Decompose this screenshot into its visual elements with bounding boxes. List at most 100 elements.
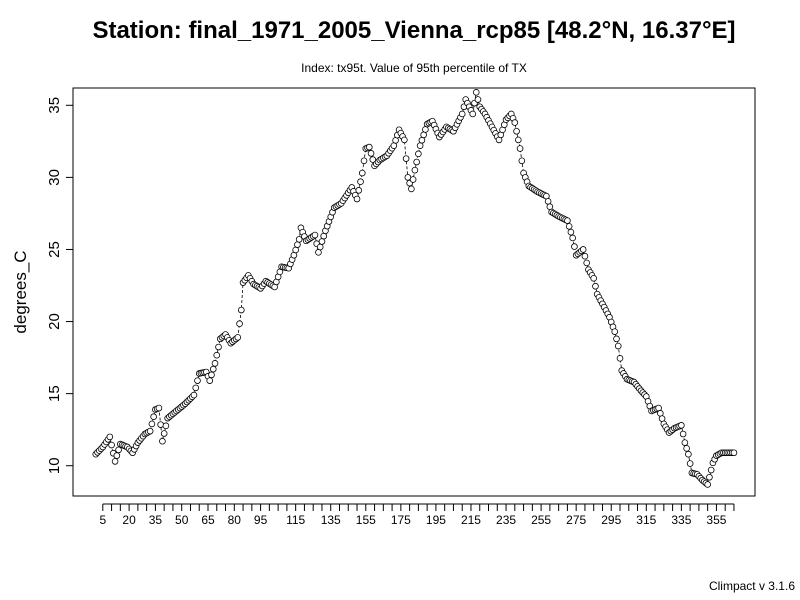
data-point (157, 421, 164, 428)
data-point (469, 110, 477, 118)
data-point (358, 169, 366, 177)
data-point (678, 422, 685, 429)
data-point (571, 243, 578, 250)
chart-title: Station: final_1971_2005_Vienna_rcp85 [4… (92, 17, 735, 44)
data-point (192, 384, 200, 392)
data-point (592, 282, 599, 290)
x-tick-label: 355 (706, 513, 726, 527)
data-point (162, 422, 170, 430)
x-tick-label: 35 (149, 513, 163, 527)
data-point (679, 430, 687, 438)
data-point (355, 187, 363, 194)
data-point (515, 136, 522, 144)
data-point (613, 335, 620, 343)
data-point (357, 178, 364, 186)
x-tick-label: 65 (201, 513, 215, 527)
y-tick-label: 10 (46, 457, 63, 474)
data-point (234, 334, 242, 341)
data-point (513, 127, 520, 135)
x-tick-label: 275 (566, 513, 586, 527)
data-point (581, 252, 589, 260)
data-point (474, 96, 482, 103)
x-tick-label: 195 (426, 513, 446, 527)
data-point (564, 217, 571, 224)
x-tick-label: 175 (391, 513, 411, 527)
data-point (115, 446, 122, 454)
data-point (316, 243, 324, 251)
y-tick-label: 15 (46, 385, 63, 402)
data-point (236, 320, 243, 328)
x-tick-label: 315 (636, 513, 656, 527)
data-point (611, 328, 619, 335)
x-tick-label: 215 (461, 513, 481, 527)
data-point (420, 131, 427, 139)
data-point (458, 110, 466, 118)
data-point (150, 413, 157, 421)
data-point (516, 145, 524, 152)
data-point (402, 155, 410, 162)
x-tick-label: 5 (99, 513, 106, 527)
x-tick-label: 255 (531, 513, 551, 527)
data-point (367, 150, 375, 157)
data-point (415, 150, 422, 158)
data-point (408, 185, 415, 193)
data-point (686, 460, 694, 467)
data-point (418, 136, 426, 144)
y-tick-label: 35 (46, 97, 63, 114)
data-point (320, 232, 328, 240)
data-point (215, 343, 222, 351)
data-point (472, 89, 480, 96)
data-point (706, 473, 713, 481)
data-point (106, 433, 114, 441)
x-tick-label: 135 (321, 513, 341, 527)
data-point (311, 231, 319, 239)
data-point (318, 238, 326, 245)
data-point (411, 166, 419, 174)
x-axis: 5 20 35 50 65 80 95 115 135 155 175 195 215 235 255 275… (99, 503, 735, 527)
data-point (111, 458, 119, 465)
data-point (159, 437, 166, 445)
data-point (409, 176, 417, 183)
data-point (704, 481, 711, 488)
y-tick-label: 25 (46, 241, 63, 258)
data-point (315, 249, 322, 256)
data-point (190, 391, 198, 399)
data-point (211, 360, 219, 367)
data-point (401, 136, 408, 144)
data-point (567, 228, 575, 236)
data-point (194, 377, 201, 384)
data-point (360, 157, 368, 165)
data-point (614, 342, 622, 350)
data-point (569, 234, 576, 242)
data-point (579, 246, 587, 253)
data-point (295, 236, 303, 243)
data-point (616, 355, 624, 362)
data-point (511, 119, 519, 126)
series-line (95, 92, 734, 486)
plot-frame (72, 87, 756, 497)
data-point (113, 452, 121, 459)
data-point (707, 466, 715, 474)
x-tick-label: 20 (122, 513, 136, 527)
series-tx95t (92, 89, 738, 488)
data-point (416, 142, 424, 149)
data-point (685, 450, 692, 458)
data-point (213, 351, 221, 359)
x-tick-label: 155 (356, 513, 376, 527)
data-point (683, 445, 690, 452)
data-point (155, 404, 163, 412)
data-point (238, 306, 245, 314)
data-point (422, 126, 429, 133)
data-point (146, 427, 154, 435)
x-tick-label: 50 (175, 513, 189, 527)
x-tick-label: 80 (228, 513, 242, 527)
data-point (583, 259, 590, 267)
footer-version: Climpact v 3.1.6 (709, 579, 795, 593)
data-point (730, 449, 738, 457)
data-point (160, 430, 168, 437)
x-tick-label: 95 (254, 513, 268, 527)
data-point (518, 157, 526, 165)
y-tick-label: 20 (46, 313, 63, 330)
data-point (413, 158, 420, 166)
